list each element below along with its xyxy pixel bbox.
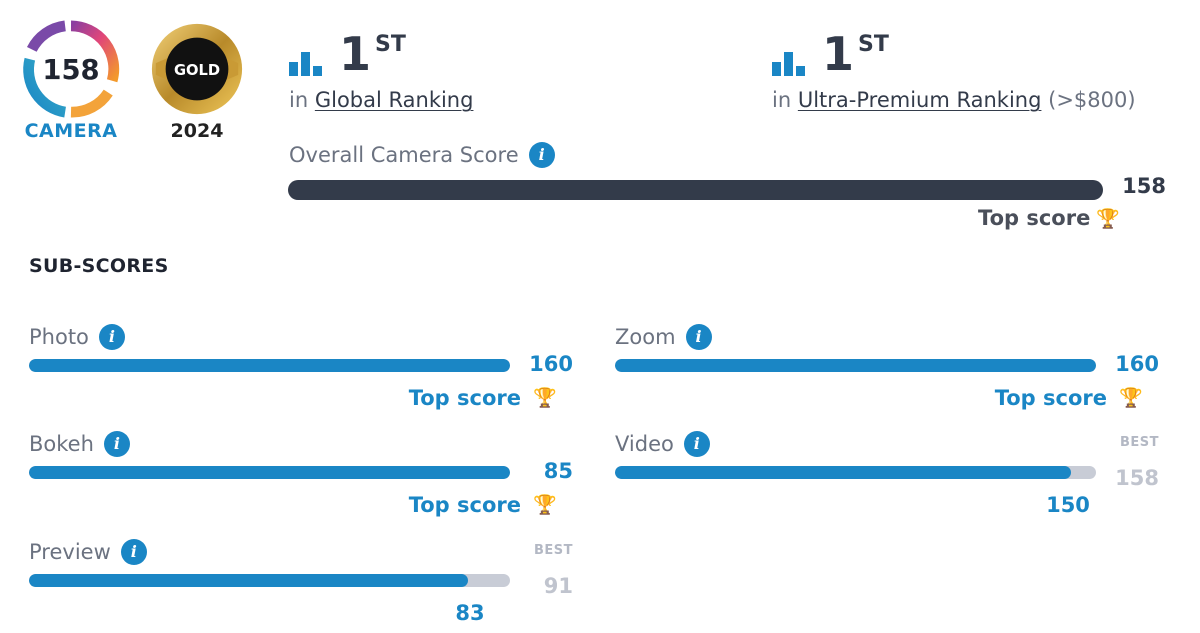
subscore-top-score: Top score 🏆 bbox=[273, 386, 573, 410]
info-icon[interactable]: i bbox=[120, 539, 147, 565]
subscore-bar bbox=[29, 574, 468, 587]
info-icon[interactable]: i bbox=[98, 324, 125, 350]
ultra-premium-rank-suffix: ST bbox=[858, 32, 889, 57]
ultra-premium-ranking-link[interactable]: Ultra-Premium Ranking bbox=[797, 88, 1042, 112]
subscore-top-score: Top score 🏆 bbox=[273, 493, 573, 517]
camera-score-badge: 158 bbox=[23, 20, 120, 118]
bar-chart-icon bbox=[289, 52, 322, 76]
overall-score-bar bbox=[288, 180, 1103, 200]
subscore-zoom: Zoom i 160 Top score 🏆 bbox=[615, 324, 1175, 424]
subscore-label: Photo i bbox=[29, 324, 125, 350]
subscore-track bbox=[29, 574, 510, 587]
subscore-value: 160 bbox=[529, 352, 573, 376]
subscore-track bbox=[29, 359, 510, 372]
gold-award-badge: GOLD bbox=[151, 23, 243, 115]
subscore-video: Video i BEST 158 150 bbox=[615, 431, 1175, 531]
subscore-name: Bokeh bbox=[29, 432, 94, 456]
info-icon[interactable]: i bbox=[683, 431, 710, 457]
subscore-value: 160 bbox=[1115, 352, 1159, 376]
ultra-premium-rank-prefix: in bbox=[772, 88, 792, 112]
trophy-icon: 🏆 bbox=[1096, 208, 1120, 230]
subscore-track bbox=[29, 466, 510, 479]
subscores-heading: SUB-SCORES bbox=[29, 255, 169, 277]
subscore-label: Video i bbox=[615, 431, 710, 457]
subscore-name: Video bbox=[615, 432, 674, 456]
overall-top-score: Top score 🏆 bbox=[900, 206, 1120, 230]
subscore-track bbox=[615, 359, 1096, 372]
trophy-icon: 🏆 bbox=[533, 387, 557, 409]
global-rank-number: 1 bbox=[339, 27, 372, 81]
ultra-premium-rank-number: 1 bbox=[822, 27, 855, 81]
ultra-premium-rank: 1 ST bbox=[772, 27, 889, 82]
info-icon[interactable]: i bbox=[685, 324, 712, 350]
subscore-bokeh: Bokeh i 85 Top score 🏆 bbox=[29, 431, 589, 531]
global-rank-suffix: ST bbox=[375, 32, 406, 57]
global-rank-prefix: in bbox=[289, 88, 309, 112]
best-value: 158 bbox=[1115, 466, 1159, 490]
bar-chart-icon bbox=[772, 52, 805, 76]
subscore-track bbox=[615, 466, 1096, 479]
subscore-name: Zoom bbox=[615, 325, 676, 349]
subscore-bar bbox=[29, 359, 510, 372]
overall-top-score-label: Top score bbox=[978, 206, 1091, 230]
ultra-premium-rank-caption: in Ultra-Premium Ranking (>$800) bbox=[772, 88, 1136, 112]
best-value: 91 bbox=[543, 574, 573, 598]
global-rank: 1 ST bbox=[289, 27, 406, 82]
info-icon[interactable]: i bbox=[528, 142, 555, 168]
global-ranking-link[interactable]: Global Ranking bbox=[314, 88, 474, 112]
gold-badge-year: 2024 bbox=[170, 120, 224, 142]
badge-score-text: 158 bbox=[42, 55, 99, 86]
best-tag: BEST bbox=[1119, 435, 1159, 450]
trophy-icon: 🏆 bbox=[1119, 387, 1143, 409]
subscore-top-score: Top score 🏆 bbox=[859, 386, 1159, 410]
subscore-bar bbox=[615, 359, 1096, 372]
top-score-label: Top score bbox=[408, 386, 521, 410]
info-icon[interactable]: i bbox=[103, 431, 130, 457]
top-score-label: Top score bbox=[994, 386, 1107, 410]
subscore-name: Photo bbox=[29, 325, 89, 349]
subscore-label: Zoom i bbox=[615, 324, 712, 350]
top-score-label: Top score bbox=[408, 493, 521, 517]
subscore-value: 83 bbox=[455, 601, 485, 625]
subscore-label: Preview i bbox=[29, 539, 147, 565]
subscore-name: Preview bbox=[29, 540, 111, 564]
gold-badge-label: GOLD bbox=[174, 62, 220, 79]
ultra-premium-price-range: (>$800) bbox=[1048, 88, 1136, 112]
subscore-bar bbox=[29, 466, 510, 479]
overall-score-value: 158 bbox=[1122, 174, 1166, 198]
subscore-photo: Photo i 160 Top score 🏆 bbox=[29, 324, 589, 424]
subscore-bar bbox=[615, 466, 1072, 479]
subscore-value: 85 bbox=[543, 459, 573, 483]
overall-score-title: Overall Camera Score bbox=[289, 143, 519, 167]
best-tag: BEST bbox=[533, 543, 573, 558]
global-rank-caption: in Global Ranking bbox=[289, 88, 473, 112]
overall-score-label: Overall Camera Score i bbox=[289, 142, 555, 168]
subscore-preview: Preview i BEST 91 83 bbox=[29, 539, 589, 633]
badge-category: CAMERA bbox=[24, 120, 118, 142]
trophy-icon: 🏆 bbox=[533, 494, 557, 516]
subscore-label: Bokeh i bbox=[29, 431, 130, 457]
subscore-value: 150 bbox=[1046, 493, 1090, 517]
